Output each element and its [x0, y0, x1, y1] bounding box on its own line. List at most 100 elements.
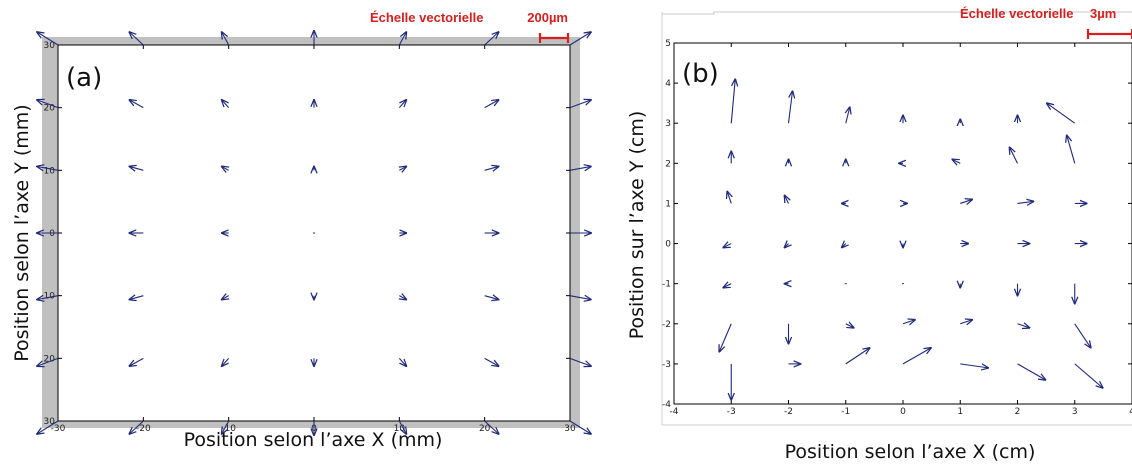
y-tick-label: 5 [665, 39, 671, 49]
x-tick-label: -3 [727, 407, 736, 417]
vector-arrow [129, 100, 144, 109]
x-tick-label: 0 [900, 407, 906, 417]
vector-arrow [129, 166, 144, 170]
vector-arrow [1074, 363, 1103, 388]
x-tick-label: 4 [1129, 407, 1132, 417]
vector-arrow [569, 296, 591, 300]
y-tick-label: -4 [662, 400, 671, 410]
y-tick-label: 4 [665, 79, 671, 89]
y-tick-label: 30 [44, 41, 56, 51]
scale-legend-value: 200µm [527, 10, 568, 25]
panel-label: (b) [682, 59, 719, 89]
panel-label: (a) [66, 63, 102, 93]
vector-arrow [569, 100, 591, 109]
vector-arrow [398, 100, 406, 109]
y-tick-label: 10 [44, 166, 56, 176]
vector-arrow [222, 100, 230, 109]
x-tick-label: 30 [564, 424, 576, 434]
vector-arrow [222, 420, 230, 434]
vector-arrow [398, 357, 406, 366]
vector-arrow [37, 100, 59, 109]
vector-arrow [1067, 135, 1076, 164]
vector-arrow [787, 91, 793, 124]
vector-arrow [484, 420, 499, 434]
x-axis-label: Position selon l’axe X (cm) [785, 441, 1036, 463]
vector-arrow [129, 357, 144, 366]
y-axis-label: Position sur l’axe Y (cm) [626, 111, 648, 340]
vector-arrow [785, 244, 789, 248]
y-tick-label: 0 [49, 229, 55, 239]
y-tick-label: 20 [44, 104, 56, 114]
y-tick-label: 30 [44, 417, 56, 427]
scale-legend-value: 3µm [1090, 6, 1116, 21]
vector-arrow [960, 199, 972, 203]
figure-frame [662, 11, 1132, 15]
x-tick-label: -20 [136, 424, 151, 434]
vector-arrow [846, 107, 850, 124]
x-tick-label: 2 [1015, 407, 1021, 417]
y-tick-label: 1 [665, 199, 671, 209]
chart-panel-b: -4 -3 -2 -1 0 1 2 3 4 5 4 3 2 1 0 -1 -2 -3 -4 (b) Échelle ve… [626, 6, 1132, 463]
vector-arrow [952, 159, 961, 163]
vector-arrow [569, 32, 591, 46]
vector-arrow [960, 364, 988, 368]
vector-arrow [399, 296, 406, 300]
vector-arrow [37, 166, 59, 170]
x-tick-label: -2 [784, 407, 793, 417]
vector-arrow [1074, 323, 1091, 348]
vector-arrow [129, 420, 144, 434]
y-tick-label: 0 [665, 240, 671, 250]
vector-arrow [960, 320, 972, 324]
vector-arrow [1047, 103, 1076, 124]
y-axis-label: Position selon l’axe Y (mm) [11, 104, 33, 361]
vector-arrow [484, 296, 499, 300]
vector-arrow [723, 284, 732, 288]
vector-arrow [845, 348, 870, 365]
vector-arrow [484, 357, 499, 366]
vector-arrow [569, 420, 591, 434]
vector-arrow [222, 32, 230, 46]
x-tick-label: -30 [51, 424, 66, 434]
x-tick-label: 1 [957, 407, 963, 417]
vector-arrow [398, 420, 406, 434]
x-tick-label: 10 [394, 424, 406, 434]
y-tick-label: -3 [662, 360, 671, 370]
y-tick-label: 20 [44, 354, 56, 364]
y-tick-label: -2 [662, 320, 671, 330]
y-tick-label: 3 [665, 119, 671, 129]
vector-arrow [129, 32, 144, 46]
vector-arrow [719, 323, 732, 352]
vector-arrow [1017, 324, 1030, 328]
x-axis-label: Position selon l’axe X (mm) [184, 429, 443, 451]
x-tick-label: 3 [1072, 407, 1078, 417]
vector-arrow [730, 79, 735, 124]
vector-arrow [569, 357, 591, 366]
x-tick-label: -1 [841, 407, 850, 417]
vector-arrow [1017, 201, 1034, 203]
vector-arrow [1010, 147, 1018, 164]
vector-arrow [222, 357, 230, 366]
y-tick-label: 10 [44, 292, 56, 302]
vector-arrow [902, 348, 931, 365]
x-tick-label: -10 [221, 424, 236, 434]
vector-arrow [484, 100, 499, 109]
plot-area [673, 42, 1132, 405]
x-tick-label: -4 [670, 407, 679, 417]
vector-arrow [398, 32, 406, 46]
vector-arrow [37, 296, 59, 300]
vector-arrow [129, 296, 144, 300]
vector-arrow [1017, 363, 1046, 380]
vector-arrow [484, 32, 499, 46]
y-tick-label: -1 [662, 280, 671, 290]
x-tick-label: 20 [479, 424, 491, 434]
vector-arrow [399, 166, 406, 170]
vector-arrow [723, 244, 732, 248]
vector-arrow [569, 166, 591, 170]
vector-arrow [785, 195, 789, 204]
y-tick-label: 2 [665, 159, 671, 169]
vector-arrow [484, 166, 499, 170]
vector-arrow [37, 32, 59, 46]
vector-arrow [845, 324, 854, 328]
vector-arrow [902, 320, 915, 324]
